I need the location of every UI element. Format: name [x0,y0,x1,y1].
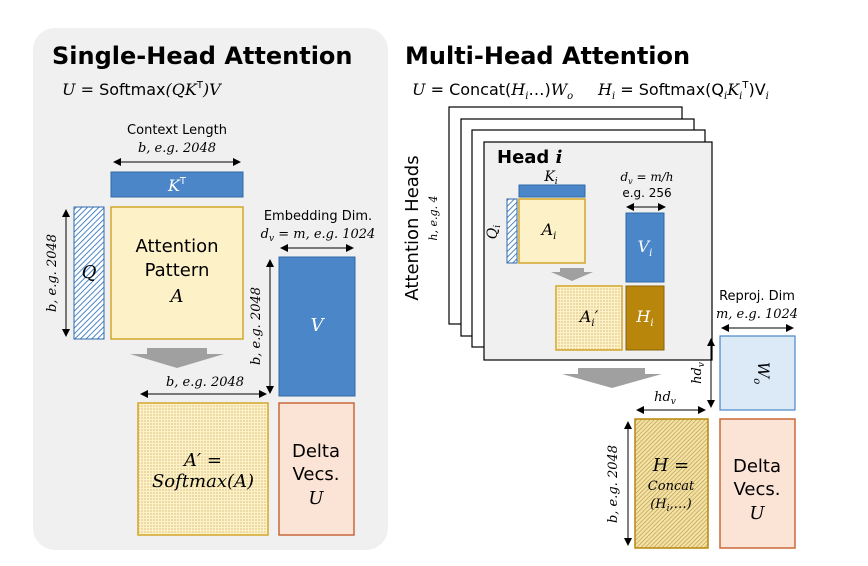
ki-label: Ki [543,169,557,187]
h-width-label: hdv [654,390,676,407]
qi-matrix [506,198,518,264]
multi-delta-line3: U [749,503,765,524]
attention-line2: Pattern [145,260,210,281]
multi-delta-vecs-matrix [719,418,796,549]
attention-line1: Attention [135,236,218,257]
aprime-line1: A′ = [182,450,222,471]
delta-line3: U [308,488,324,509]
dv-label: dv = m/h [620,170,673,186]
dv-value: e.g. 256 [622,186,671,200]
vi-label: Vi [638,237,653,259]
context-length-value: b, e.g. 2048 [138,141,216,156]
q-height-label: b, e.g. 2048 [45,234,60,312]
multi-head-formula-2: Hi = Softmax(QiKiT)Vi [597,80,769,102]
q-label: Q [82,262,97,283]
kt-matrix [110,171,244,198]
head-down-arrow [551,268,593,281]
multi-delta-line2: Vecs. [734,479,781,500]
context-length-label: Context Length [127,123,227,138]
delta-line1: Delta [292,441,340,462]
reproj-dim-label: Reproj. Dim [719,289,795,304]
h-line3: (Hi,…) [650,497,692,514]
delta-vecs-matrix [278,402,355,536]
single-head-title: Single-Head Attention [52,42,353,70]
embedding-dim-label: Embedding Dim. [264,209,372,224]
multi-delta-line1: Delta [733,456,781,477]
v-matrix [278,256,356,397]
concat-h-matrix [634,418,709,549]
ki-matrix [518,184,586,198]
attention-heads-label: Attention Heads [402,155,423,300]
v-height-label: b, e.g. 2048 [249,287,264,365]
h-line1: H = [652,455,690,476]
qi-label: Qi [485,225,503,239]
wo-label: Wo [751,362,773,384]
v-label: V [311,315,326,336]
vi-matrix [625,212,665,283]
h-line2: Concat [648,479,695,494]
wo-matrix [719,335,796,411]
attention-line3: A [169,286,184,307]
ai-matrix [518,198,586,264]
wo-height-label: hdv [690,362,707,384]
reproj-dim-value: m, e.g. 1024 [716,307,798,322]
single-down-arrow [130,348,224,368]
hi-matrix [625,285,665,351]
embedding-dim-value: dv = m, e.g. 1024 [261,227,376,244]
multi-head-formula-1: U = Concat(Hi…)Wo [412,80,573,102]
delta-line2: Vecs. [293,464,340,485]
softmax-matrix [137,402,269,536]
bottom-b-label: b, e.g. 2048 [166,375,244,390]
ai-label: Ai [540,220,557,242]
attention-heads-value: h, e.g. 4 [427,195,440,240]
kt-label: KT [167,176,187,195]
aprime-line2: Softmax(A) [152,471,254,492]
hi-label: Hi [635,307,653,329]
aip-matrix [555,285,623,351]
aip-label: Ai′ [578,307,599,329]
multi-head-title: Multi-Head Attention [405,42,690,70]
multi-down-arrow [562,368,662,388]
head-i-title: Head i [497,147,563,168]
h-height-label: b, e.g. 2048 [606,445,621,523]
q-matrix [73,206,105,340]
attention-pattern-matrix [110,206,244,340]
single-head-formula: U = Softmax(QKT)V [62,80,222,99]
